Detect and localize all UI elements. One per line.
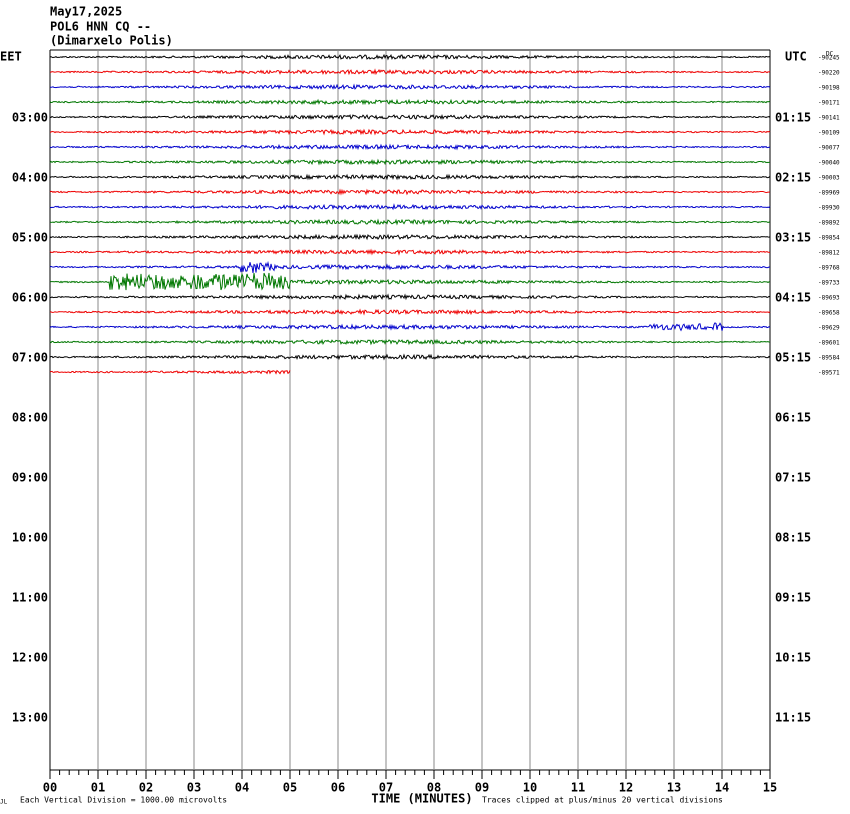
- trace-offset-label: -90077: [818, 145, 840, 152]
- seismic-trace: [49, 143, 771, 151]
- x-tick-label: 15: [763, 781, 777, 795]
- seismic-trace: [49, 248, 771, 256]
- seismic-trace: [49, 68, 771, 76]
- x-tick-label: 10: [523, 781, 537, 795]
- left-hour-label: 10:00: [12, 531, 48, 545]
- left-hour-label: 06:00: [12, 291, 48, 305]
- left-axis-title: EET: [0, 50, 22, 64]
- right-hour-label: 01:15: [775, 111, 811, 125]
- right-hour-label: 07:15: [775, 471, 811, 485]
- seismic-trace: [50, 83, 771, 90]
- x-tick-label: 08: [427, 781, 441, 795]
- x-tick-label: 12: [619, 781, 633, 795]
- corner-label: JL: [0, 799, 8, 806]
- x-axis-title: TIME (MINUTES): [371, 792, 472, 806]
- x-tick-label: 00: [43, 781, 57, 795]
- left-hour-label: 13:00: [12, 711, 48, 725]
- right-hour-label: 03:15: [775, 231, 811, 245]
- left-hour-label: 03:00: [12, 111, 48, 125]
- right-hour-label: 04:15: [775, 291, 811, 305]
- dc-label: DC: [826, 51, 834, 58]
- seismic-trace: [49, 128, 771, 136]
- trace-offset-label: -89812: [818, 250, 840, 257]
- trace-offset-label: -89571: [818, 370, 840, 377]
- x-tick-label: 04: [235, 781, 249, 795]
- left-hour-label: 04:00: [12, 171, 48, 185]
- right-hour-label: 11:15: [775, 711, 811, 725]
- seismic-trace: [49, 53, 771, 61]
- trace-offset-label: -90141: [818, 115, 840, 122]
- trace-offset-label: -90245: [818, 55, 840, 62]
- left-hour-label: 09:00: [12, 471, 48, 485]
- right-hour-label: 06:15: [775, 411, 811, 425]
- trace-offset-label: -89969: [818, 190, 840, 197]
- right-axis-title: UTC: [785, 50, 807, 64]
- x-tick-label: 09: [475, 781, 489, 795]
- seismic-trace: [49, 369, 291, 375]
- trace-offset-label: -89584: [818, 355, 840, 362]
- trace-offset-label: -89892: [818, 220, 840, 227]
- right-hour-label: 02:15: [775, 171, 811, 185]
- header-station: POL6 HNN CQ --: [50, 20, 151, 34]
- seismic-trace: [49, 173, 771, 181]
- x-tick-label: 13: [667, 781, 681, 795]
- scale-note: Each Vertical Division = 1000.00 microvo…: [20, 796, 227, 805]
- seismic-trace: [49, 203, 771, 211]
- trace-offset-label: -90003: [818, 175, 840, 182]
- seismic-trace: [49, 188, 771, 196]
- right-hour-label: 09:15: [775, 591, 811, 605]
- seismic-trace: [49, 308, 771, 316]
- left-hour-label: 05:00: [12, 231, 48, 245]
- left-hour-label: 07:00: [12, 351, 48, 365]
- x-tick-label: 05: [283, 781, 297, 795]
- seismic-trace: [49, 272, 771, 291]
- seismic-trace: [49, 233, 771, 241]
- trace-offset-label: -89658: [818, 310, 840, 317]
- seismic-trace: [49, 98, 771, 106]
- seismic-trace: [49, 158, 770, 166]
- trace-offset-label: -89733: [818, 280, 840, 287]
- clip-note: Traces clipped at plus/minus 20 vertical…: [482, 796, 723, 805]
- trace-offset-label: -89768: [818, 265, 840, 272]
- trace-offset-label: -90109: [818, 130, 840, 137]
- seismic-trace: [49, 338, 771, 346]
- seismic-trace: [49, 260, 770, 273]
- trace-offset-label: -90171: [818, 100, 840, 107]
- trace-offset-label: -89601: [818, 340, 840, 347]
- trace-offset-label: -89854: [818, 235, 840, 242]
- x-tick-label: 02: [139, 781, 153, 795]
- seismic-trace: [49, 218, 771, 226]
- trace-offset-label: -89693: [818, 295, 840, 302]
- right-hour-label: 10:15: [775, 651, 811, 665]
- x-tick-label: 06: [331, 781, 345, 795]
- trace-offset-label: -90198: [818, 85, 840, 92]
- seismic-trace: [49, 322, 771, 332]
- trace-offset-label: -90220: [818, 70, 840, 77]
- trace-offset-label: -89629: [818, 325, 840, 332]
- x-tick-label: 07: [379, 781, 393, 795]
- left-hour-label: 12:00: [12, 651, 48, 665]
- x-tick-label: 03: [187, 781, 201, 795]
- right-hour-label: 05:15: [775, 351, 811, 365]
- seismic-trace: [49, 114, 771, 121]
- seismic-trace: [49, 353, 771, 361]
- header-date: May17,2025: [50, 5, 122, 19]
- header-location: (Dimarxelo Polis): [50, 34, 173, 48]
- left-hour-label: 11:00: [12, 591, 48, 605]
- trace-offset-label: -89930: [818, 205, 840, 212]
- x-tick-label: 11: [571, 781, 585, 795]
- left-hour-label: 08:00: [12, 411, 48, 425]
- right-hour-label: 08:15: [775, 531, 811, 545]
- trace-offset-label: -90040: [818, 160, 840, 167]
- x-tick-label: 01: [91, 781, 105, 795]
- x-tick-label: 14: [715, 781, 729, 795]
- seismic-trace: [49, 293, 771, 301]
